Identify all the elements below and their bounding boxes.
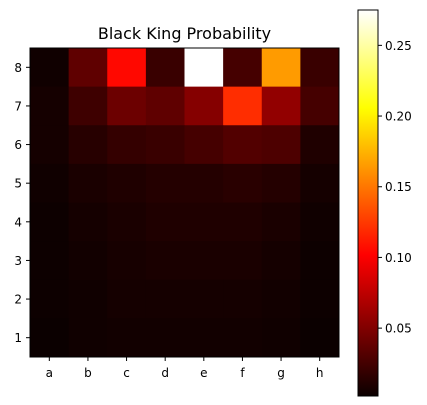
y-tick-label-6: 6 xyxy=(14,138,22,152)
heatmap-cell-h3 xyxy=(300,241,340,281)
heatmap-cell-b1 xyxy=(68,318,108,358)
heatmap-cell-f6 xyxy=(223,125,263,165)
colorbar-tick-label: 0.25 xyxy=(385,39,412,53)
heatmap-cell-b7 xyxy=(68,86,108,126)
heatmap-cell-a1 xyxy=(30,318,70,358)
x-tick-label-b: b xyxy=(84,366,92,380)
heatmap-cell-f5 xyxy=(223,163,263,203)
heatmap-cell-b4 xyxy=(68,202,108,242)
heatmap-cell-c4 xyxy=(107,202,147,242)
heatmap-cell-b5 xyxy=(68,163,108,203)
heatmap-cell-g3 xyxy=(261,241,301,281)
x-axis-ticks: a b c d e f g h xyxy=(46,357,324,380)
heatmap-cell-d4 xyxy=(145,202,185,242)
heatmap-cell-g6 xyxy=(261,125,301,165)
heatmap-cell-f8 xyxy=(223,48,263,88)
heatmap-cell-f3 xyxy=(223,241,263,281)
colorbar xyxy=(357,9,379,397)
heatmap-cell-d3 xyxy=(145,241,185,281)
chart-title: Black King Probability xyxy=(98,24,271,43)
x-tick-label-f: f xyxy=(240,366,245,380)
heatmap-cell-c6 xyxy=(107,125,147,165)
heatmap-cell-e7 xyxy=(184,86,224,126)
heatmap-cell-a2 xyxy=(30,279,70,319)
heatmap-cell-e2 xyxy=(184,279,224,319)
heatmap-cell-b3 xyxy=(68,241,108,281)
heatmap-cell-f2 xyxy=(223,279,263,319)
heatmap-cell-c8 xyxy=(107,48,147,88)
heatmap-cell-h5 xyxy=(300,163,340,203)
heatmap-cell-d5 xyxy=(145,163,185,203)
heatmap-cell-b6 xyxy=(68,125,108,165)
heatmap-cell-a5 xyxy=(30,163,70,203)
heatmap-cell-a8 xyxy=(30,48,70,88)
heatmap-cells xyxy=(30,48,340,358)
y-tick-label-8: 8 xyxy=(14,61,22,75)
x-tick-label-d: d xyxy=(161,366,169,380)
heatmap-cell-h4 xyxy=(300,202,340,242)
heatmap-cell-g8 xyxy=(261,48,301,88)
y-axis-ticks: 8 7 6 5 4 3 2 1 xyxy=(14,61,30,345)
colorbar-tick-label: 0.10 xyxy=(385,251,412,265)
heatmap-cell-h8 xyxy=(300,48,340,88)
heatmap-cell-h1 xyxy=(300,318,340,358)
heatmap-cell-d1 xyxy=(145,318,185,358)
plot-frame xyxy=(29,47,340,358)
heatmap-cell-b8 xyxy=(68,48,108,88)
heatmap-cell-d8 xyxy=(145,48,185,88)
heatmap-cell-c2 xyxy=(107,279,147,319)
heatmap-cell-e3 xyxy=(184,241,224,281)
heatmap-cell-g2 xyxy=(261,279,301,319)
colorbar-tick-label: 0.05 xyxy=(385,322,412,336)
y-tick-label-7: 7 xyxy=(14,99,22,113)
heatmap-cell-c7 xyxy=(107,86,147,126)
heatmap-cell-g7 xyxy=(261,86,301,126)
x-tick-label-c: c xyxy=(123,366,130,380)
x-tick-label-e: e xyxy=(200,366,207,380)
heatmap-cell-g5 xyxy=(261,163,301,203)
heatmap-cell-c3 xyxy=(107,241,147,281)
heatmap-cell-a4 xyxy=(30,202,70,242)
heatmap-cell-a6 xyxy=(30,125,70,165)
heatmap-cell-d6 xyxy=(145,125,185,165)
y-tick-label-5: 5 xyxy=(14,177,22,191)
heatmap-cell-f7 xyxy=(223,86,263,126)
y-tick-label-3: 3 xyxy=(14,254,22,268)
colorbar-ticks: 0.05 0.10 0.15 0.20 0.25 xyxy=(378,39,412,336)
heatmap-cell-e1 xyxy=(184,318,224,358)
heatmap-cell-e4 xyxy=(184,202,224,242)
heatmap-cell-c5 xyxy=(107,163,147,203)
heatmap-cell-h2 xyxy=(300,279,340,319)
heatmap-cell-d2 xyxy=(145,279,185,319)
heatmap-cell-f1 xyxy=(223,318,263,358)
heatmap-cell-h6 xyxy=(300,125,340,165)
y-tick-label-4: 4 xyxy=(14,215,22,229)
heatmap-cell-g4 xyxy=(261,202,301,242)
heatmap-cell-c1 xyxy=(107,318,147,358)
heatmap-cell-e8 xyxy=(184,48,224,88)
heatmap-cell-e5 xyxy=(184,163,224,203)
heatmap-cell-b2 xyxy=(68,279,108,319)
x-tick-label-g: g xyxy=(277,366,285,380)
y-tick-label-2: 2 xyxy=(14,293,22,307)
heatmap-cell-f4 xyxy=(223,202,263,242)
x-tick-label-h: h xyxy=(316,366,324,380)
heatmap-cell-g1 xyxy=(261,318,301,358)
heatmap-cell-a3 xyxy=(30,241,70,281)
heatmap-cell-a7 xyxy=(30,86,70,126)
y-tick-label-1: 1 xyxy=(14,331,22,345)
colorbar-tick-label: 0.15 xyxy=(385,180,412,194)
colorbar-tick-label: 0.20 xyxy=(385,110,412,124)
x-tick-label-a: a xyxy=(46,366,53,380)
heatmap-cell-d7 xyxy=(145,86,185,126)
heatmap-cell-e6 xyxy=(184,125,224,165)
heatmap-cell-h7 xyxy=(300,86,340,126)
